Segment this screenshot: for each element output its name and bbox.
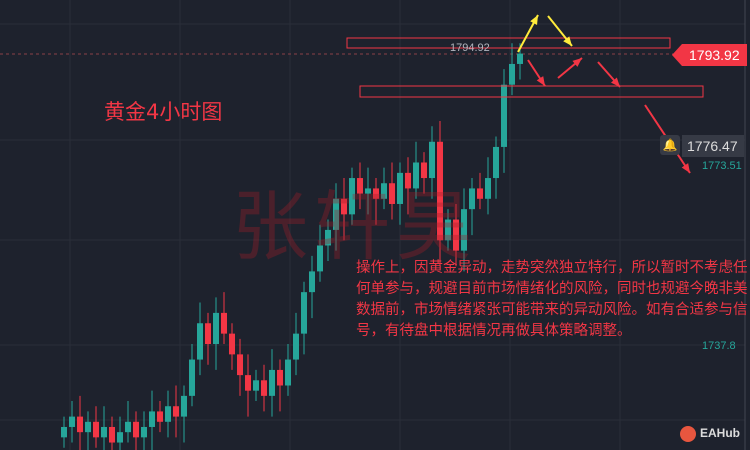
- chart-title: 黄金4小时图: [104, 100, 223, 124]
- candle-body: [501, 84, 507, 147]
- candle-body: [213, 312, 219, 345]
- candle-body: [181, 395, 187, 417]
- candle-body: [117, 432, 123, 443]
- candle-body: [453, 219, 459, 251]
- arrow-up-head: [530, 15, 538, 25]
- candle-body: [469, 188, 475, 210]
- candle-body: [285, 359, 291, 386]
- eahub-logo: EAHub: [680, 426, 740, 442]
- arrow-down-head: [610, 77, 620, 87]
- candle-body: [93, 421, 99, 438]
- candle-body: [461, 209, 467, 251]
- candle-body: [413, 162, 419, 189]
- candle-body: [197, 323, 203, 360]
- candle-body: [229, 333, 235, 355]
- candle-body: [173, 406, 179, 417]
- candle-body: [133, 421, 139, 438]
- candle-body: [205, 323, 211, 345]
- last-price-tag: 1793.92: [672, 44, 747, 66]
- candle-body: [61, 426, 67, 438]
- arrow-down-head: [536, 76, 545, 86]
- logo-icon: [680, 426, 696, 442]
- candle-body: [109, 426, 115, 443]
- candle-body: [157, 411, 163, 422]
- candle-body: [517, 53, 523, 64]
- candle-body: [373, 188, 379, 199]
- candle-body: [357, 178, 363, 194]
- candle-body: [485, 178, 491, 199]
- candle-body: [365, 188, 371, 194]
- arrow-down-head: [681, 163, 690, 173]
- candle-body: [269, 369, 275, 396]
- candle-body: [389, 183, 395, 204]
- analysis-note: 操作上，因黄金异动，走势突然独立特行，所以暂时不考虑任何单参与，规避目前市场情绪…: [356, 260, 748, 339]
- candle-body: [421, 162, 427, 179]
- candle-body: [149, 411, 155, 427]
- arrow-down-head: [563, 36, 572, 46]
- candle-body: [301, 292, 307, 334]
- arrow-up-head: [572, 58, 582, 67]
- support-box: [359, 85, 704, 98]
- candle-body: [237, 354, 243, 376]
- candle-body: [189, 359, 195, 396]
- candle-body: [165, 406, 171, 422]
- candle-body: [277, 369, 283, 386]
- price-level-label: 1737.8: [702, 340, 736, 352]
- candle-body: [309, 271, 315, 293]
- watermark: 张轩昊: [232, 182, 478, 271]
- candle-body: [317, 245, 323, 272]
- candle-body: [397, 172, 403, 204]
- candle-body: [221, 312, 227, 334]
- bell-icon[interactable]: 🔔: [660, 135, 680, 155]
- candle-body: [341, 198, 347, 215]
- candle-body: [429, 141, 435, 179]
- candle-body: [77, 416, 83, 433]
- candle-body: [437, 141, 443, 241]
- candle-body: [509, 63, 515, 85]
- candle-body: [69, 416, 75, 427]
- candle-body: [493, 146, 499, 179]
- current-price-tag: 1776.47: [682, 135, 744, 157]
- candle-body: [293, 333, 299, 360]
- candle-body: [445, 219, 451, 241]
- candle-body: [349, 178, 355, 215]
- price-level-label: 1773.51: [702, 160, 742, 172]
- candle-body: [101, 426, 107, 438]
- high-line-label: 1794.92: [450, 42, 490, 54]
- candle-body: [245, 375, 251, 391]
- candle-body: [333, 198, 339, 230]
- candle-body: [381, 183, 387, 199]
- resistance-box: [346, 37, 671, 49]
- candle-body: [405, 172, 411, 189]
- candle-body: [125, 421, 131, 433]
- candle-body: [141, 426, 147, 438]
- candle-body: [477, 188, 483, 199]
- candle-body: [253, 380, 259, 391]
- candle-body: [85, 421, 91, 433]
- candle-body: [325, 229, 331, 246]
- candle-body: [261, 380, 267, 396]
